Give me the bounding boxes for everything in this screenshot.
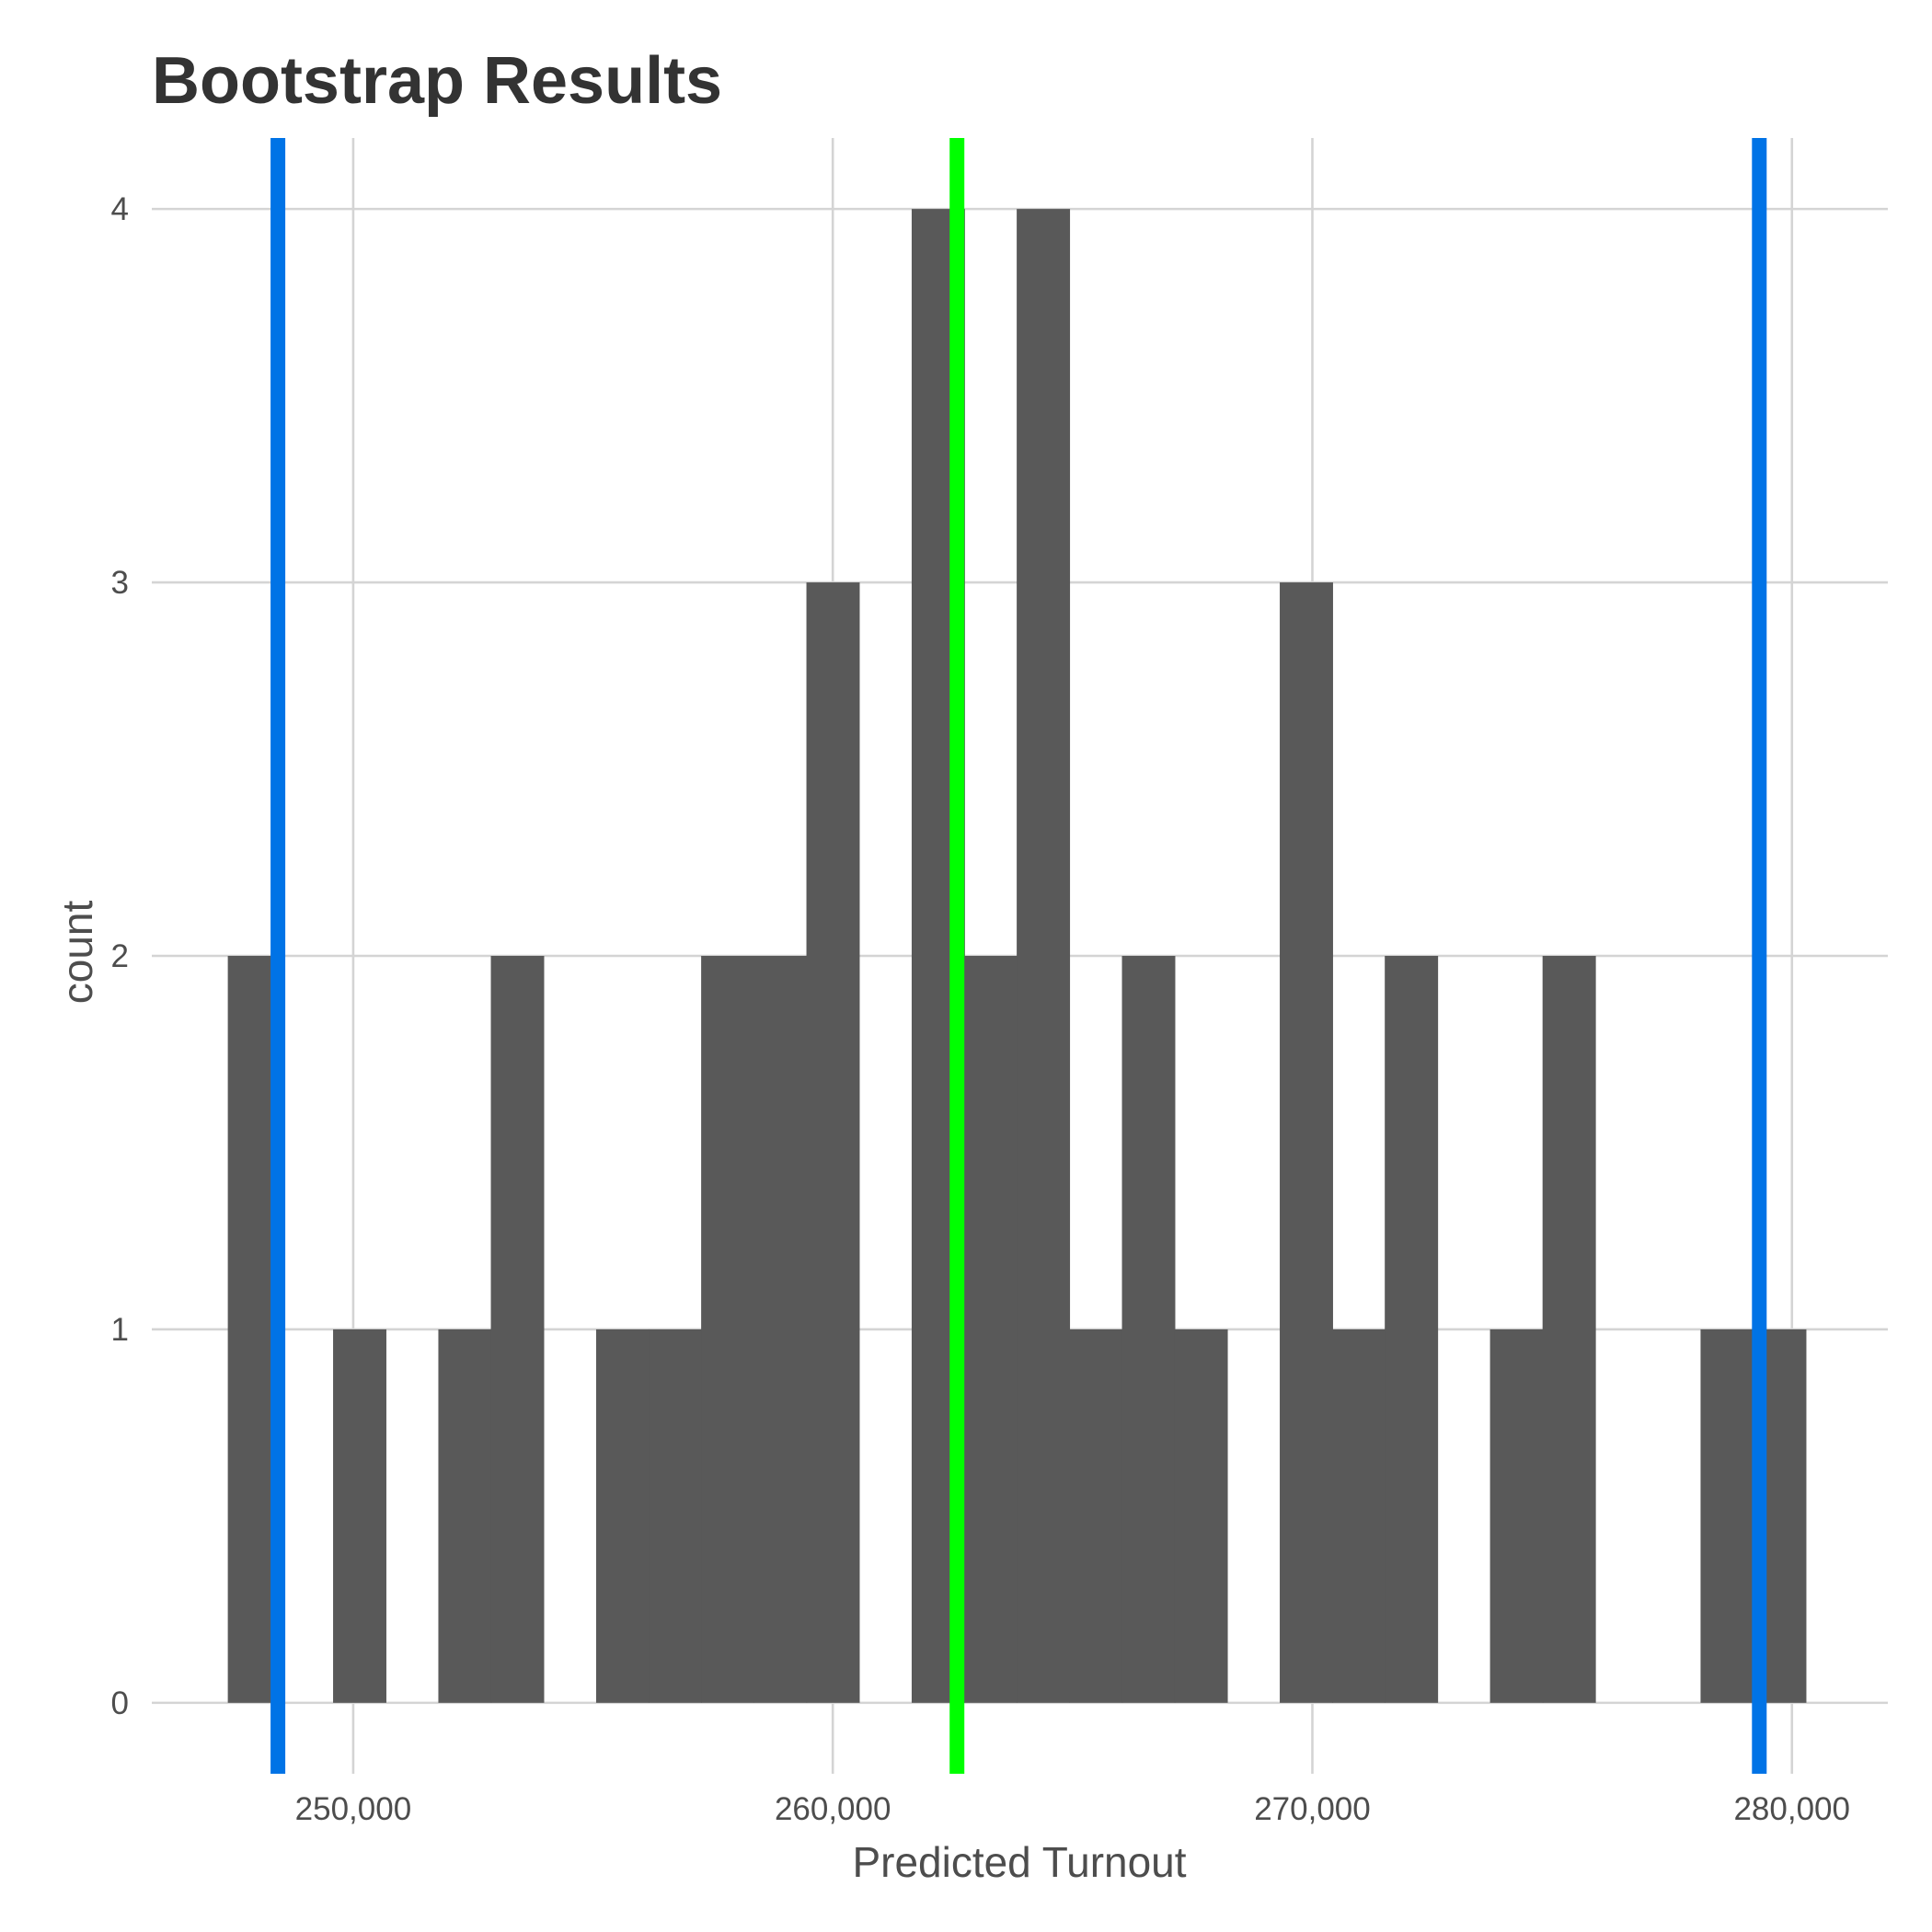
histogram-bar-5	[649, 1328, 702, 1703]
histogram-bar-19	[1542, 956, 1596, 1703]
histogram-bar-4	[595, 1328, 650, 1703]
x-tick-label-1: 260,000	[775, 1791, 891, 1827]
histogram-bar-3	[490, 956, 545, 1703]
histogram-bar-1	[333, 1328, 386, 1703]
histogram-bar-18	[1489, 1328, 1544, 1703]
y-tick-label-3: 3	[111, 565, 129, 601]
y-axis-label: count	[53, 901, 101, 1005]
histogram-bar-8	[806, 582, 860, 1703]
histogram-bar-7	[753, 956, 808, 1703]
x-tick-label-3: 280,000	[1733, 1791, 1850, 1827]
histogram-bar-6	[701, 956, 755, 1703]
x-tick-label-2: 270,000	[1254, 1791, 1371, 1827]
x-axis-ticks: 250,000 260,000 270,000 280,000	[295, 1791, 1850, 1827]
histogram-bar-14	[1174, 1328, 1228, 1703]
y-tick-label-0: 0	[111, 1685, 129, 1721]
histogram-bar-16	[1332, 1328, 1386, 1703]
histogram-bar-10	[964, 956, 1018, 1703]
y-axis-ticks: 0 1 2 3 4	[111, 191, 129, 1721]
y-tick-label-4: 4	[111, 191, 129, 227]
x-tick-label-0: 250,000	[295, 1791, 412, 1827]
histogram-bar-11	[1017, 209, 1071, 1703]
chart-title: Bootstrap Results	[152, 44, 722, 118]
histogram-bar-12	[1069, 1328, 1123, 1703]
y-tick-label-2: 2	[111, 938, 129, 974]
reference-lines	[270, 138, 1767, 1774]
histogram-bar-20	[1700, 1328, 1754, 1703]
histogram-bar-2	[438, 1328, 492, 1703]
x-axis-label: Predicted Turnout	[852, 1838, 1186, 1886]
histogram-bar-13	[1121, 956, 1176, 1703]
histogram-bar-17	[1385, 956, 1439, 1703]
y-tick-label-1: 1	[111, 1312, 129, 1348]
histogram-bar-15	[1280, 582, 1333, 1703]
